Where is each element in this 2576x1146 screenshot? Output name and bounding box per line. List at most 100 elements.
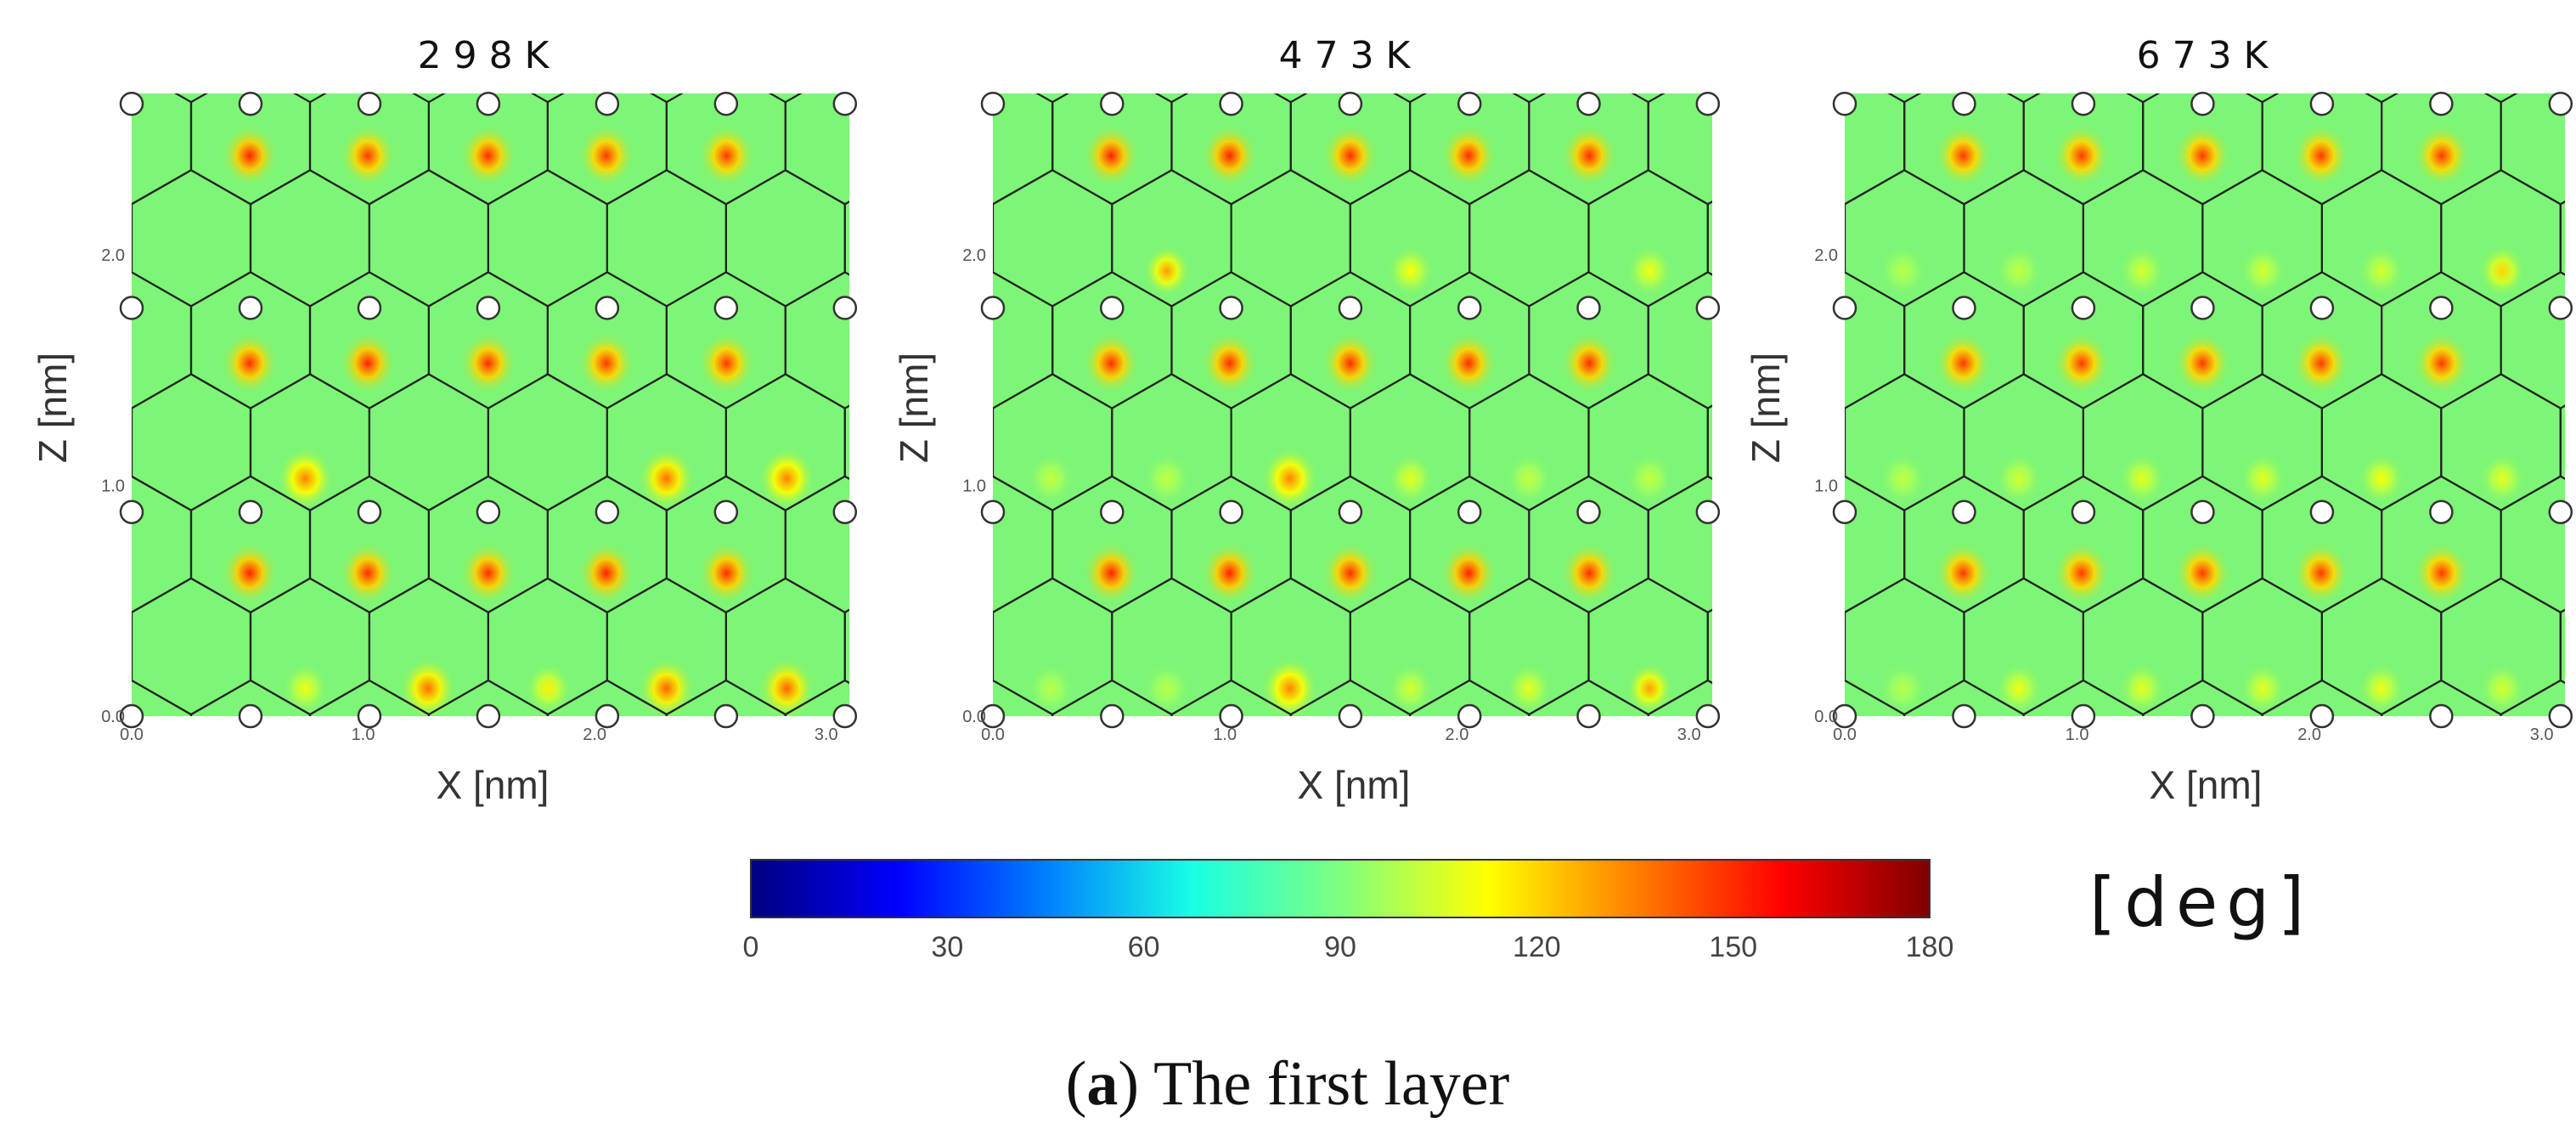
hexagon-cell [132, 611, 133, 682]
atom-marker [1457, 703, 1482, 729]
angle-spot [2118, 245, 2167, 297]
hexagon-lattice [993, 93, 1712, 716]
angle-spot [1879, 245, 1927, 297]
atom-marker [1100, 91, 1125, 116]
axis-ticks: 0.0 1.0 2.0 3.0 0.0 1.0 2.0 [101, 246, 837, 744]
atom-marker [2190, 296, 2215, 320]
atom-marker [1100, 296, 1125, 320]
atom-marker [1576, 91, 1601, 116]
angle-spot [1505, 452, 1553, 505]
atom-marker [119, 91, 144, 116]
angle-spot [2173, 541, 2232, 606]
angle-spot [2291, 541, 2350, 606]
atom-marker [357, 91, 382, 116]
figure-caption: (a) The first layer [1066, 1049, 1510, 1119]
atom-marker [1832, 91, 1857, 116]
angle-spot [281, 662, 330, 715]
angle-spot [2173, 123, 2232, 188]
caption-letter: a [1086, 1049, 1118, 1119]
angle-spot [1626, 662, 1674, 715]
y-tick-label: 0.0 [962, 708, 986, 726]
atom-marker [1576, 703, 1601, 729]
atom-marker [476, 703, 501, 729]
atom-marker [1338, 296, 1363, 320]
angle-spot [697, 541, 756, 606]
atom-marker [119, 296, 144, 320]
hexagon-cell [784, 93, 849, 206]
atom-marker [1832, 500, 1857, 524]
atom-marker [980, 91, 1006, 116]
atom-marker [2429, 296, 2454, 320]
angle-spot [1626, 452, 1674, 505]
x-axis-label: X [nm] [2150, 763, 2263, 807]
angle-spot [2357, 452, 2405, 505]
angle-spot [1027, 452, 1075, 505]
angle-spot [1200, 541, 1259, 606]
atom-marker [476, 296, 501, 320]
angle-spot [2357, 662, 2405, 715]
hexagon-cell [607, 782, 726, 918]
angle-spot [1321, 331, 1379, 396]
colorbar-tick-label: 150 [1709, 931, 1757, 963]
angle-spot [524, 662, 572, 715]
angle-spot [1560, 331, 1619, 396]
atom-marker [1952, 296, 1976, 320]
atom-marker [2548, 500, 2573, 524]
atom-marker [2190, 703, 2215, 729]
angle-spot [758, 657, 816, 716]
x-tick-label: 2.0 [2297, 725, 2321, 744]
hexagon-lattice [0, 68, 849, 918]
angle-spot [2413, 541, 2472, 606]
hexagon-cell [132, 203, 133, 274]
y-tick-label: 2.0 [1814, 246, 1838, 265]
atom-marker [2309, 91, 2335, 116]
hexagon-cell [132, 782, 251, 918]
angle-spot [2413, 123, 2472, 188]
atom-marker [595, 91, 620, 116]
hexagon-cell [2561, 782, 2576, 918]
angle-spot [1200, 123, 1259, 188]
angle-spot [1440, 541, 1498, 606]
x-tick-label: 2.0 [1446, 725, 1469, 744]
atom-marker [1338, 703, 1363, 729]
angle-spot [1082, 123, 1141, 188]
angle-spot [2357, 245, 2405, 297]
y-axis-label: Z [nm] [1744, 353, 1788, 463]
colorbar: 0 30 60 90 120 150 180 [deg] [743, 859, 2304, 963]
atom-marker [713, 500, 739, 524]
hexagon-cell [1647, 93, 1712, 206]
angle-spot [2053, 123, 2111, 188]
atom-marker [1832, 296, 1857, 320]
atom-marker [980, 296, 1006, 320]
colorbar-ticks: 0 30 60 90 120 150 180 [743, 931, 1954, 963]
atom-marker [1576, 296, 1601, 320]
atom-marker [1832, 703, 1857, 729]
y-tick-label: 1.0 [1814, 477, 1838, 496]
hexagon-cell [251, 782, 369, 918]
angle-spot [577, 123, 635, 188]
atom-marker [357, 500, 382, 524]
angle-spot [459, 331, 517, 396]
atom-marker [2429, 91, 2454, 116]
angle-spot [2053, 541, 2111, 606]
panel-673k: 673K X [nm] Z [nm] 0.0 1.0 2.0 3.0 0.0 1.0 2.0 [1744, 34, 2576, 918]
angle-spot [1260, 446, 1319, 511]
x-tick-label: 1.0 [1213, 725, 1237, 744]
angle-spot [1560, 541, 1619, 606]
atom-marker [713, 296, 739, 320]
atom-marker [1695, 703, 1721, 729]
atom-marker [2071, 703, 2096, 729]
angle-spot [221, 541, 279, 606]
atom-marker [238, 91, 263, 116]
colorbar-tick-label: 0 [743, 931, 759, 963]
atom-marker [1457, 91, 1482, 116]
axis-ticks: 0.0 1.0 2.0 3.0 0.0 1.0 2.0 [962, 246, 1700, 744]
angle-spot [637, 446, 696, 511]
atom-marker [832, 296, 858, 320]
y-tick-label: 1.0 [101, 477, 125, 496]
hexagon-cell [0, 68, 72, 204]
atom-marker [1695, 296, 1721, 320]
atom-marker [2429, 703, 2454, 729]
atom-marker [119, 703, 144, 729]
atom-marker [1338, 91, 1363, 116]
